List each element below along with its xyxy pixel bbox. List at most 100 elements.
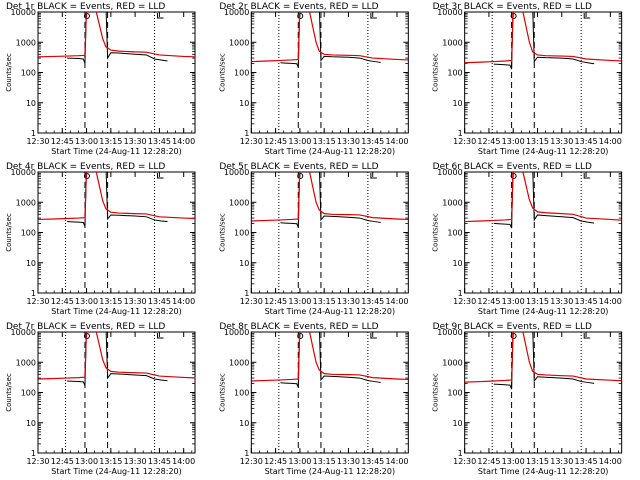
- x-tick-label: 13:15: [313, 297, 336, 306]
- x-tick-label: 13:45: [148, 137, 171, 146]
- detector-panel-1: Det 1r BLACK = Events, RED = LLD 1 10 100 10…: [5, 2, 196, 156]
- plot-frame: [464, 11, 623, 134]
- annotation-circle-marker: [510, 333, 517, 339]
- detector-panel-4: Det 4r BLACK = Events, RED = LLD 1 10 100 10…: [5, 162, 196, 316]
- x-tick-label: 14:00: [599, 297, 622, 306]
- series-line-lld: [464, 172, 622, 223]
- x-tick-label: 14:00: [172, 137, 195, 146]
- detector-panel-5: Det 5r BLACK = Events, RED = LLD 1 10 100 10…: [218, 162, 409, 316]
- x-axis-label: Start Time (24-Aug-11 12:28:20): [478, 147, 609, 156]
- y-tick-label: 10: [26, 99, 36, 108]
- x-tick-label: 13:15: [313, 137, 336, 146]
- annotation-circle-marker: [83, 173, 90, 179]
- y-tick-label: 1: [458, 129, 463, 138]
- x-tick-label: 13:30: [124, 457, 147, 466]
- annotation-bracket-marker: [370, 13, 377, 19]
- x-tick-label: 12:45: [477, 137, 500, 146]
- y-tick-label: 1: [31, 129, 36, 138]
- x-tick-label: 14:00: [172, 457, 195, 466]
- series-line-events: [493, 172, 595, 229]
- series-line-lld: [38, 332, 195, 380]
- detector-panel-8: Det 8r BLACK = Events, RED = LLD 1 10 100 10…: [218, 322, 409, 476]
- y-tick-label: 1: [31, 289, 36, 298]
- x-tick-label: 14:00: [172, 297, 195, 306]
- y-axis-label: Counts/sec: [5, 53, 13, 92]
- panel-title: Det 7r BLACK = Events, RED = LLD: [6, 322, 165, 332]
- panel-title: Det 1r BLACK = Events, RED = LLD: [6, 2, 165, 12]
- x-tick-label: 13:00: [75, 137, 98, 146]
- y-tick-label: 100: [21, 229, 36, 238]
- plot-frame: [250, 171, 409, 294]
- y-tick-label: 10: [239, 259, 249, 268]
- x-tick-label: 12:30: [453, 457, 476, 466]
- series-line-lld: [464, 332, 622, 383]
- y-tick-label: 100: [447, 69, 462, 78]
- annotation-circle-marker: [83, 13, 90, 19]
- y-tick-label: 10000: [11, 328, 36, 337]
- x-tick-label: 13:30: [550, 297, 573, 306]
- x-tick-label: 12:30: [26, 137, 49, 146]
- y-axis-label: Counts/sec: [218, 213, 226, 252]
- y-tick-label: 1000: [229, 38, 249, 47]
- y-axis-label: Counts/sec: [218, 53, 226, 92]
- x-tick-label: 12:45: [477, 457, 500, 466]
- x-tick-label: 13:45: [575, 457, 598, 466]
- annotation-bracket-marker: [157, 333, 164, 339]
- annotation-circle-marker: [297, 333, 304, 339]
- detector-panel-6: Det 6r BLACK = Events, RED = LLD 1 10 100 10…: [432, 162, 623, 316]
- x-axis-label: Start Time (24-Aug-11 12:28:20): [265, 467, 396, 476]
- plot-frame: [250, 331, 409, 454]
- x-tick-label: 13:15: [526, 297, 549, 306]
- series-line-events: [280, 172, 381, 228]
- x-tick-label: 14:00: [599, 457, 622, 466]
- series-line-events: [493, 12, 595, 70]
- x-tick-label: 12:45: [264, 457, 287, 466]
- series-line-lld: [38, 172, 195, 221]
- series-line-lld: [251, 172, 409, 222]
- x-tick-label: 13:15: [313, 457, 336, 466]
- x-tick-label: 13:30: [550, 457, 573, 466]
- y-tick-label: 1: [244, 449, 249, 458]
- x-tick-label: 13:00: [75, 457, 98, 466]
- y-tick-label: 10: [26, 259, 36, 268]
- annotation-bracket-marker: [583, 333, 591, 339]
- y-axis-label: Counts/sec: [5, 373, 13, 412]
- x-tick-label: 13:00: [502, 297, 525, 306]
- x-tick-label: 13:30: [337, 297, 360, 306]
- x-tick-label: 13:30: [337, 137, 360, 146]
- y-tick-label: 10000: [224, 8, 249, 17]
- y-tick-label: 100: [21, 389, 36, 398]
- series-line-events: [67, 12, 168, 64]
- x-tick-label: 12:45: [477, 297, 500, 306]
- x-tick-label: 13:30: [337, 457, 360, 466]
- annotation-bracket-marker: [583, 173, 591, 179]
- y-tick-label: 1000: [229, 358, 249, 367]
- x-axis-label: Start Time (24-Aug-11 12:28:20): [478, 307, 609, 316]
- panel-title: Det 4r BLACK = Events, RED = LLD: [6, 162, 165, 172]
- x-tick-label: 13:45: [575, 137, 598, 146]
- annotation-circle-marker: [83, 333, 90, 339]
- plot-frame: [250, 11, 409, 134]
- y-tick-label: 100: [234, 229, 249, 238]
- x-tick-label: 13:00: [288, 297, 311, 306]
- y-tick-label: 1000: [229, 198, 249, 207]
- y-axis-label: Counts/sec: [432, 53, 440, 92]
- series-line-events: [67, 172, 168, 227]
- x-tick-label: 12:30: [453, 297, 476, 306]
- x-axis-label: Start Time (24-Aug-11 12:28:20): [265, 147, 396, 156]
- y-tick-label: 100: [21, 69, 36, 78]
- x-tick-label: 13:45: [361, 457, 384, 466]
- x-tick-label: 13:45: [148, 457, 171, 466]
- x-tick-label: 14:00: [385, 297, 408, 306]
- annotation-bracket-marker: [370, 333, 377, 339]
- detector-panel-7: Det 7r BLACK = Events, RED = LLD 1 10 100 10…: [5, 322, 196, 476]
- annotation-bracket-marker: [370, 173, 377, 179]
- y-tick-label: 10000: [224, 328, 249, 337]
- series-line-lld: [251, 332, 409, 382]
- annotation-circle-marker: [510, 173, 517, 179]
- panel-title: Det 8r BLACK = Events, RED = LLD: [219, 322, 378, 332]
- x-axis-label: Start Time (24-Aug-11 12:28:20): [51, 307, 182, 316]
- y-tick-label: 10: [452, 419, 462, 428]
- y-tick-label: 10000: [437, 8, 462, 17]
- y-tick-label: 10: [452, 259, 462, 268]
